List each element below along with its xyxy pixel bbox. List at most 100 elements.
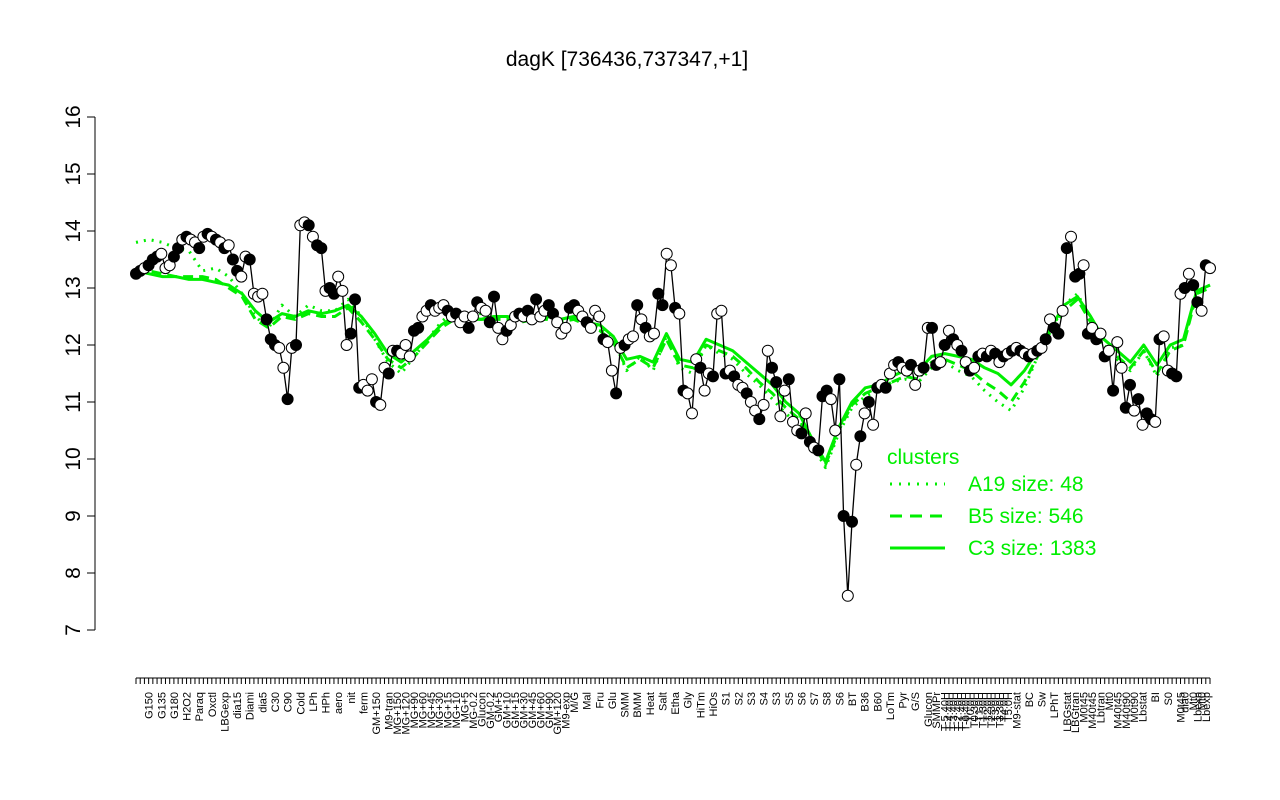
data-point (1102, 344, 1115, 357)
expression-series (130, 216, 1216, 602)
x-tick-label: T-3.40H (948, 692, 960, 731)
x-tick-label: BMM (632, 692, 644, 718)
x-tick-label: SMM (620, 692, 632, 718)
data-point (938, 339, 951, 351)
data-point (340, 339, 353, 351)
y-tick-label: 10 (62, 447, 85, 470)
data-point (715, 304, 728, 317)
x-tick-label: S1 (721, 692, 733, 705)
data-point (361, 384, 374, 397)
x-tick-label: MG+120 (401, 692, 413, 735)
x-tick-label: M40t90 (1121, 692, 1133, 729)
data-point (1204, 262, 1216, 275)
x-tick-label: Cold (295, 692, 307, 715)
cluster-lines (135, 238, 1211, 470)
data-point (1086, 321, 1099, 334)
x-tick-label: S7 (809, 692, 821, 705)
data-point (605, 364, 618, 377)
x-tick-label: Mt0 (1104, 692, 1116, 710)
data-point (648, 327, 660, 340)
x-tick-label: T2.30H (986, 692, 998, 728)
x-tick-label: M0t45 (1079, 692, 1091, 723)
x-tick-label: C90 (283, 692, 295, 712)
x-tick-label: LPh (308, 692, 320, 712)
cluster-line-a19 (135, 238, 1211, 470)
data-point (488, 290, 500, 303)
data-point (559, 321, 572, 334)
data-point (652, 287, 665, 300)
data-point (466, 310, 479, 323)
data-point (382, 367, 395, 380)
data-point (1182, 267, 1195, 280)
x-tick-label: S3 (746, 692, 758, 705)
x-tick-label: MG+90 (409, 692, 421, 728)
x-tick-label: Heat (645, 692, 657, 715)
data-point (1128, 404, 1141, 417)
x-tick-label: Gly (683, 692, 695, 709)
data-point (955, 344, 968, 357)
data-point (1195, 304, 1208, 317)
data-point (1039, 333, 1052, 346)
data-point (778, 384, 791, 397)
x-tick-label: MG+5 (460, 692, 472, 722)
x-tick-label: LoTm (885, 692, 897, 720)
x-tick-label: M9-tran (384, 692, 396, 730)
data-point (226, 253, 239, 266)
data-point (799, 407, 812, 420)
x-tick-label: Glucon (923, 692, 935, 727)
x-tick-label: Lbstat (1138, 692, 1150, 722)
data-point (462, 321, 475, 334)
data-point (753, 413, 766, 426)
y-tick-label: 13 (62, 276, 85, 299)
x-tick-label: GM+150 (371, 692, 383, 735)
data-point (222, 239, 235, 252)
x-tick-label: T-4.40H (944, 692, 956, 731)
x-tick-label: T4.0H (999, 692, 1011, 722)
data-point (1060, 242, 1073, 255)
y-tick-label: 8 (62, 567, 85, 579)
legend-entry: A19 size: 48 (968, 473, 1084, 496)
x-tick-label: GM+90 (544, 692, 556, 728)
x-tick-label: MG+10 (451, 692, 463, 728)
data-point (631, 299, 644, 312)
data-point (694, 361, 707, 374)
axes (94, 117, 1210, 679)
data-point (909, 378, 922, 391)
data-point (273, 341, 286, 354)
data-point (1094, 327, 1107, 340)
data-point (829, 424, 842, 437)
data-point (824, 393, 837, 406)
x-tick-label: T-5.40H (940, 692, 952, 731)
data-point (193, 242, 206, 255)
data-point (610, 387, 623, 400)
x-tick-label: Lbexp (1192, 692, 1204, 722)
data-point (707, 370, 719, 383)
data-point (344, 327, 357, 340)
x-tick-label: GM+60 (535, 692, 547, 728)
x-tick-label: ferm (358, 692, 370, 714)
data-point (627, 330, 639, 343)
x-tick-label: dia0 (1180, 692, 1192, 713)
data-point (155, 247, 168, 260)
x-tick-label: MG+60 (417, 692, 429, 728)
x-tick-label: HiTm (695, 692, 707, 718)
data-point (290, 339, 302, 351)
data-point (660, 247, 673, 260)
x-tick-label: Lbexp (1201, 692, 1213, 722)
x-tick-label: LBGexp (219, 692, 231, 732)
x-tick-label: BI (1150, 692, 1162, 702)
x-tick-label: MG-0.2 (468, 692, 480, 729)
x-tick-label: G135 (156, 692, 168, 719)
x-tick-label: M40t45 (1112, 692, 1124, 729)
data-point (917, 361, 930, 374)
data-point (837, 510, 850, 522)
legend-entry: C3 size: 1383 (968, 537, 1096, 560)
legend-title: clusters (887, 446, 959, 469)
data-point (365, 373, 378, 386)
y-tick-label: 7 (62, 624, 85, 636)
x-tick-label: S3 (771, 692, 783, 705)
x-tick-label: HiOs (708, 692, 720, 717)
data-point (770, 376, 783, 389)
x-tick-label: S6 (796, 692, 808, 705)
